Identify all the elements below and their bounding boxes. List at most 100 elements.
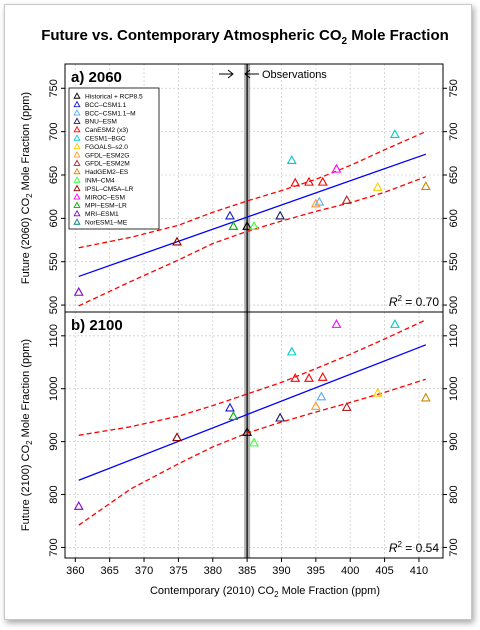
data-point (331, 319, 342, 328)
data-point (389, 129, 400, 138)
y-axis-label: Future (2100) CO2 Mole Fraction (ppm) (20, 339, 34, 531)
data-point (286, 346, 297, 356)
panels: 500 500 550 550 600 600 650 650 700 700 750 750 a) 2… (20, 63, 460, 577)
legend-symbol (73, 142, 81, 150)
legend: Historical + RCP8.5BCC–CSM1.1BCC–CSM1.1–… (68, 87, 160, 230)
y-tick-label-left: 700 (48, 538, 60, 556)
legend-entry-label: BCC–CSM1.1 (85, 102, 127, 109)
legend-symbol (73, 151, 81, 158)
data-point (290, 177, 301, 187)
y-tick-label-right: 600 (448, 209, 460, 227)
ci-upper-line (78, 131, 427, 249)
y-tick-label-right: 550 (448, 253, 460, 271)
panel-label: a) 2060 (71, 69, 122, 86)
data-point (172, 236, 182, 246)
data-point (331, 163, 342, 173)
data-point (275, 412, 286, 422)
y-tick-label-right: 1100 (448, 324, 460, 348)
data-point (389, 319, 400, 328)
legend-entry-label: GFDL–ESM2M (85, 161, 130, 168)
data-point (275, 210, 286, 220)
x-tick-label: 370 (135, 565, 153, 577)
panel-frame (64, 311, 444, 559)
data-point (304, 176, 314, 186)
legend-entry-label: MIROC–ESM (85, 194, 125, 201)
legend-symbol (73, 193, 81, 200)
y-tick-label-right: 500 (448, 296, 460, 314)
legend-entry-label: FGOALS–s2.0 (85, 144, 128, 151)
legend-entry-label: Historical + RCP8.5 (85, 94, 143, 101)
legend-symbol (73, 109, 81, 116)
y-tick-label-left: 600 (48, 209, 60, 227)
observations-label: Observations (262, 69, 327, 81)
legend-entry-label: MRI–ESM1 (85, 211, 119, 218)
x-tick-label: 395 (307, 565, 325, 577)
y-tick-label-left: 650 (48, 166, 60, 184)
y-tick-label-left: 750 (48, 79, 60, 97)
y-tick-label-left: 700 (48, 122, 60, 140)
data-point (372, 182, 383, 191)
figure-title: Future vs. Contemporary Atmospheric CO2 … (41, 27, 449, 47)
y-tick-label-left: 1100 (48, 324, 60, 348)
data-point (242, 426, 253, 436)
legend-entry-label: IPSL–CM5A–LR (85, 186, 134, 193)
data-point (317, 176, 328, 186)
r-squared-label: R2 = 0.54 (389, 540, 439, 555)
legend-symbol (73, 184, 81, 192)
data-point (420, 181, 431, 191)
legend-symbol (73, 218, 81, 225)
data-point (249, 221, 259, 230)
x-tick-label: 365 (100, 565, 118, 577)
y-tick-label-right: 650 (448, 166, 460, 184)
data-point (228, 411, 239, 420)
legend-symbol (73, 117, 81, 124)
x-tick-label: 390 (272, 565, 290, 577)
legend-entry-label: NorESM1–ME (85, 220, 128, 227)
legend-symbol (73, 201, 81, 208)
data-point (225, 402, 235, 412)
y-tick-label-left: 500 (48, 296, 60, 314)
data-point (242, 221, 253, 230)
legend-entry-label: BCC–CSM1.1–M (85, 110, 136, 117)
y-axis-label: Future (2060) CO2 Mole Fraction (ppm) (20, 92, 34, 284)
x-tick-label: 400 (341, 565, 359, 577)
y-tick-label-left: 1000 (48, 376, 60, 400)
ci-lower-line (78, 378, 426, 526)
legend-symbol (73, 167, 81, 175)
x-tick-label: 385 (238, 565, 256, 577)
y-tick-label-right: 700 (448, 122, 460, 140)
legend-entry-label: HadGEM2–ES (85, 169, 129, 176)
panel-2060: 500 500 550 550 600 600 650 650 700 700 750 750 a) 2… (20, 63, 460, 314)
legend-symbol (73, 134, 81, 141)
data-point (341, 195, 352, 204)
y-tick-label-right: 800 (448, 485, 460, 503)
data-point (73, 286, 84, 296)
legend-entry-label: BNU–ESM (85, 119, 117, 126)
data-point (372, 387, 383, 397)
legend-symbol (73, 209, 81, 217)
data-point (341, 402, 352, 411)
legend-symbol (73, 159, 81, 166)
regression-line (78, 153, 427, 278)
observations-marker: Observations (219, 69, 327, 81)
legend-symbol (73, 100, 81, 108)
ci-lower-line (78, 176, 427, 307)
obs-arrowhead-right (244, 69, 251, 79)
y-tick-label-right: 1000 (448, 376, 460, 400)
panel-label: b) 2100 (71, 317, 123, 334)
legend-box (68, 87, 160, 230)
data-point (304, 372, 314, 382)
legend-entry-label: GFDL–ESM2G (85, 152, 129, 159)
legend-entry-label: CESM1–BGC (85, 136, 126, 143)
x-axis-label: Contemporary (2010) CO2 Mole Fraction (p… (150, 585, 380, 599)
legend-symbol (73, 125, 81, 133)
legend-entry-label: MPI–ESM–LR (85, 203, 127, 210)
y-tick-label-right: 900 (448, 432, 460, 450)
panel-2100: 700 700 800 800 900 900 1000 1000 1100 1100 360 365… (20, 311, 460, 577)
x-tick-label: 360 (66, 565, 84, 577)
legend-symbol (73, 176, 81, 183)
data-point (225, 210, 235, 220)
ci-upper-line (78, 319, 427, 436)
y-tick-label-right: 750 (448, 79, 460, 97)
